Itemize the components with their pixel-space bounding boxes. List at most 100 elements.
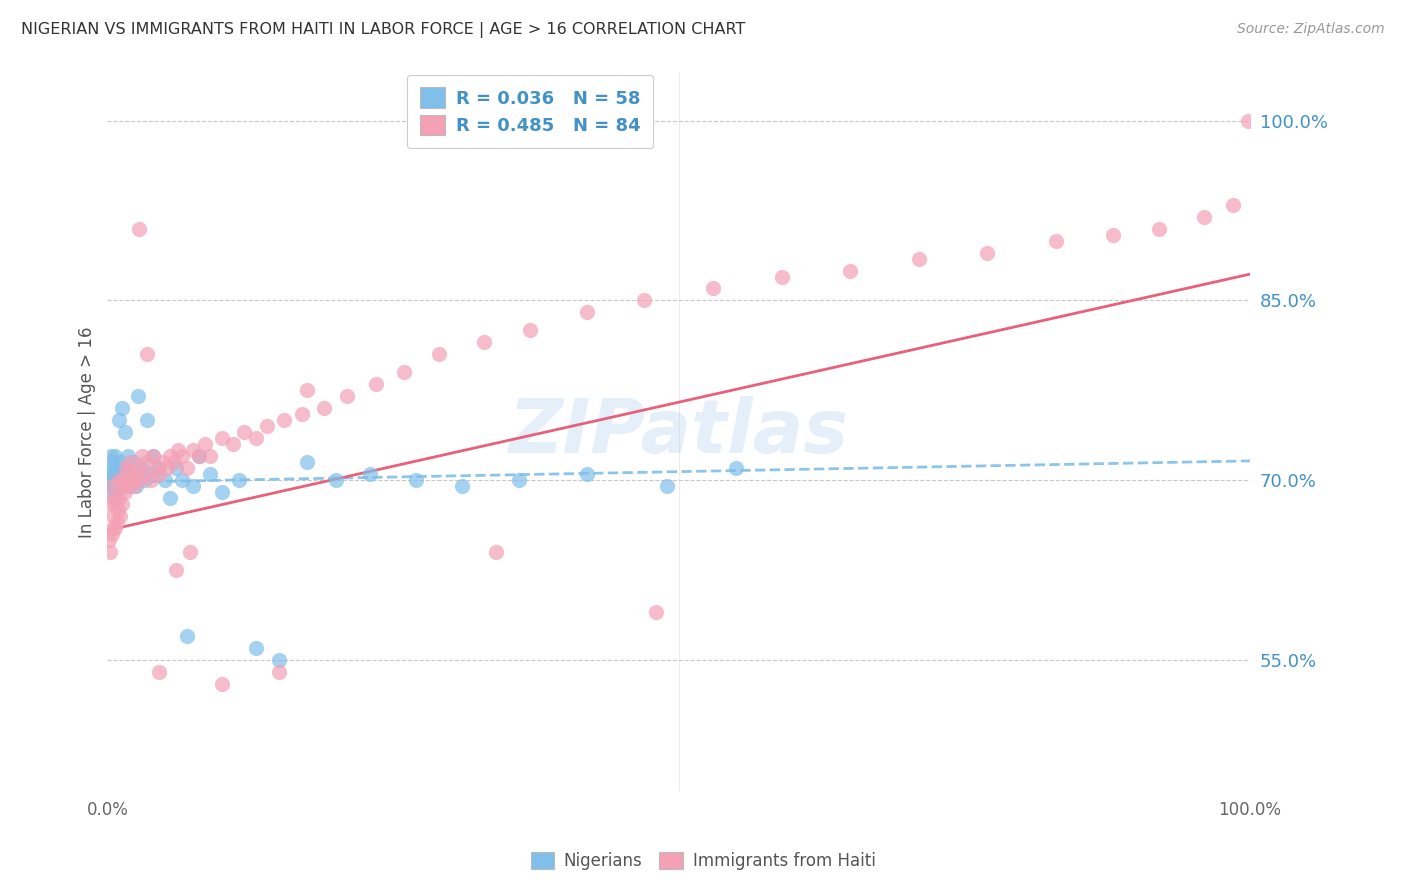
Point: [314, 401, 336, 416]
Point: [644, 605, 666, 619]
Point: [576, 305, 599, 319]
Point: [100, 449, 122, 463]
Point: [136, 413, 159, 427]
Point: [474, 335, 496, 350]
Point: [576, 467, 599, 481]
Point: [839, 263, 862, 277]
Point: [179, 545, 201, 559]
Point: [187, 449, 209, 463]
Point: [267, 652, 290, 666]
Point: [291, 407, 314, 421]
Point: [159, 449, 181, 463]
Point: [117, 449, 139, 463]
Point: [187, 449, 209, 463]
Point: [101, 521, 124, 535]
Point: [114, 461, 136, 475]
Point: [114, 485, 136, 500]
Point: [427, 347, 450, 361]
Point: [139, 473, 162, 487]
Point: [165, 563, 187, 577]
Point: [325, 473, 347, 487]
Point: [101, 461, 124, 475]
Point: [112, 473, 135, 487]
Legend: Nigerians, Immigrants from Haiti: Nigerians, Immigrants from Haiti: [524, 845, 882, 877]
Point: [101, 479, 124, 493]
Point: [105, 461, 128, 475]
Point: [153, 473, 176, 487]
Point: [228, 473, 250, 487]
Point: [110, 467, 132, 481]
Point: [142, 449, 165, 463]
Point: [150, 455, 173, 469]
Point: [105, 473, 128, 487]
Point: [245, 640, 267, 655]
Point: [112, 479, 135, 493]
Point: [110, 479, 132, 493]
Point: [103, 467, 125, 481]
Point: [104, 497, 127, 511]
Point: [211, 431, 233, 445]
Legend: R = 0.036   N = 58, R = 0.485   N = 84: R = 0.036 N = 58, R = 0.485 N = 84: [408, 75, 654, 148]
Point: [101, 485, 124, 500]
Point: [148, 461, 170, 475]
Point: [148, 665, 170, 679]
Point: [702, 281, 724, 295]
Point: [128, 221, 150, 235]
Point: [657, 479, 679, 493]
Point: [336, 389, 359, 403]
Point: [170, 449, 193, 463]
Point: [165, 461, 187, 475]
Point: [103, 491, 125, 505]
Point: [273, 413, 295, 427]
Point: [211, 676, 233, 690]
Point: [176, 629, 198, 643]
Point: [117, 467, 139, 481]
Point: [131, 449, 153, 463]
Text: ZIPatlas: ZIPatlas: [509, 396, 849, 468]
Point: [633, 293, 655, 308]
Point: [127, 461, 149, 475]
Point: [1236, 114, 1258, 128]
Point: [233, 425, 256, 439]
Point: [159, 491, 181, 505]
Point: [145, 461, 167, 475]
Point: [121, 473, 143, 487]
Point: [108, 473, 131, 487]
Point: [100, 497, 122, 511]
Point: [193, 437, 215, 451]
Point: [976, 245, 998, 260]
Point: [97, 533, 120, 547]
Point: [114, 425, 136, 439]
Point: [108, 508, 131, 523]
Point: [121, 473, 143, 487]
Point: [176, 461, 198, 475]
Point: [125, 479, 148, 493]
Point: [200, 449, 222, 463]
Point: [359, 467, 381, 481]
Point: [450, 479, 472, 493]
Point: [128, 473, 150, 487]
Point: [122, 479, 145, 493]
Point: [98, 545, 121, 559]
Point: [907, 252, 929, 266]
Point: [222, 437, 245, 451]
Point: [156, 461, 179, 475]
Point: [111, 401, 134, 416]
Point: [181, 443, 204, 458]
Point: [108, 491, 131, 505]
Point: [131, 461, 153, 475]
Point: [101, 473, 124, 487]
Point: [245, 431, 267, 445]
Point: [108, 455, 131, 469]
Point: [101, 455, 124, 469]
Point: [114, 461, 136, 475]
Point: [104, 491, 127, 505]
Point: [1147, 221, 1170, 235]
Point: [297, 455, 319, 469]
Point: [118, 473, 141, 487]
Point: [136, 455, 159, 469]
Point: [167, 443, 190, 458]
Point: [101, 508, 124, 523]
Point: [1222, 197, 1244, 211]
Point: [519, 323, 541, 337]
